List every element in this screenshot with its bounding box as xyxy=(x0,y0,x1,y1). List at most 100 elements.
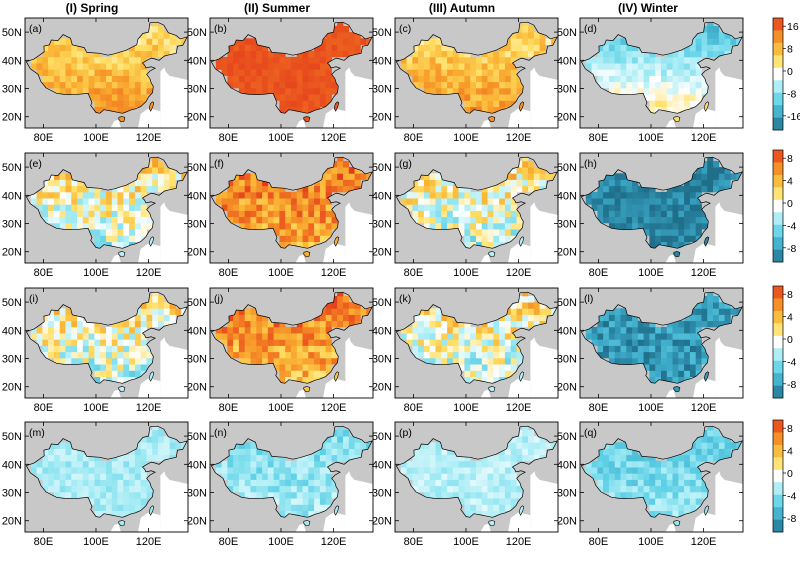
field-cell xyxy=(499,326,506,334)
field-cell xyxy=(343,44,350,52)
field-cell xyxy=(111,106,118,114)
field-cell xyxy=(152,436,159,443)
field-cell xyxy=(591,204,598,211)
field-cell xyxy=(279,204,286,211)
field-cell xyxy=(643,81,650,89)
field-cell xyxy=(291,326,298,334)
field-cell xyxy=(510,460,517,468)
field-cell xyxy=(169,448,176,456)
field-cell xyxy=(452,326,459,334)
field-cell xyxy=(724,448,731,456)
field-cell xyxy=(325,442,332,449)
field-cell xyxy=(331,173,338,180)
field-cell xyxy=(262,204,269,211)
field-cell xyxy=(134,50,142,58)
field-cell xyxy=(100,339,107,346)
field-cell xyxy=(71,191,78,199)
field-cell xyxy=(435,173,442,180)
field-cell xyxy=(267,491,274,499)
field-cell xyxy=(42,326,49,334)
field-cell xyxy=(591,339,598,346)
field-cell xyxy=(348,179,355,187)
field-cell xyxy=(285,504,292,511)
field-cell xyxy=(59,50,66,58)
field-cell xyxy=(146,185,153,193)
field-cell xyxy=(447,191,454,199)
field-cell xyxy=(227,81,234,89)
field-cell xyxy=(48,308,55,315)
field-cell xyxy=(36,467,43,474)
field-cell xyxy=(649,216,656,224)
field-cell xyxy=(718,44,725,52)
field-cell xyxy=(423,198,431,205)
field-cell xyxy=(140,351,147,359)
field-cell xyxy=(302,50,309,58)
field-cell xyxy=(117,339,124,346)
country-outline xyxy=(25,291,188,384)
field-cell xyxy=(620,479,627,487)
field-cell xyxy=(476,510,483,518)
field-cell xyxy=(603,485,610,493)
field-cell xyxy=(302,473,309,480)
field-cell xyxy=(267,87,274,95)
field-cell xyxy=(233,75,240,83)
field-cell xyxy=(319,191,327,199)
field-cell xyxy=(672,94,679,101)
field-cell xyxy=(447,56,454,64)
field-cell xyxy=(614,179,621,187)
field-cell xyxy=(637,345,644,353)
island-shape xyxy=(303,251,311,258)
field-cell xyxy=(643,87,650,95)
field-cell xyxy=(94,241,101,249)
field-cell xyxy=(106,498,113,505)
field-cell xyxy=(695,63,702,70)
field-cell xyxy=(273,63,280,70)
field-cell xyxy=(655,56,662,64)
field-cell xyxy=(279,198,286,205)
field-cell xyxy=(146,429,153,437)
field-cell xyxy=(464,357,471,365)
field-cell xyxy=(516,302,523,309)
field-cell xyxy=(464,216,471,224)
field-cell xyxy=(487,210,494,218)
island-shape xyxy=(118,386,126,393)
field-cell xyxy=(493,191,500,199)
y-tick-label: 20N xyxy=(557,516,577,528)
field-cell xyxy=(406,467,413,474)
field-cell xyxy=(48,185,55,193)
field-cell xyxy=(146,81,153,89)
field-cell xyxy=(94,376,101,384)
field-cell xyxy=(412,485,419,493)
field-cell xyxy=(331,491,338,499)
field-cell xyxy=(65,198,72,205)
field-cell xyxy=(53,198,61,205)
data-field xyxy=(30,292,188,384)
field-cell xyxy=(672,345,679,353)
colorbar-swatch xyxy=(773,519,783,533)
field-cell xyxy=(117,204,124,211)
field-cell xyxy=(71,320,78,328)
field-cell xyxy=(649,345,656,353)
field-cell xyxy=(620,173,627,180)
field-cell xyxy=(406,339,413,346)
y-tick-label: 30N xyxy=(557,488,577,500)
field-cell xyxy=(48,467,55,474)
field-cell xyxy=(608,210,616,218)
field-cell xyxy=(140,326,147,334)
field-cell xyxy=(146,32,153,39)
field-cell xyxy=(325,204,332,211)
colorbar-swatch xyxy=(773,469,783,483)
field-cell xyxy=(302,198,309,205)
field-cell xyxy=(106,235,113,242)
colorbar-tick-label: -8 xyxy=(787,513,796,525)
field-cell xyxy=(678,87,685,95)
field-cell xyxy=(227,314,234,322)
field-cell xyxy=(522,302,529,309)
field-cell xyxy=(516,429,523,437)
field-cell xyxy=(106,473,113,480)
field-cell xyxy=(59,351,66,359)
field-cell xyxy=(36,326,43,334)
field-cell xyxy=(238,333,246,340)
field-cell xyxy=(551,442,558,449)
field-cell xyxy=(36,191,43,199)
